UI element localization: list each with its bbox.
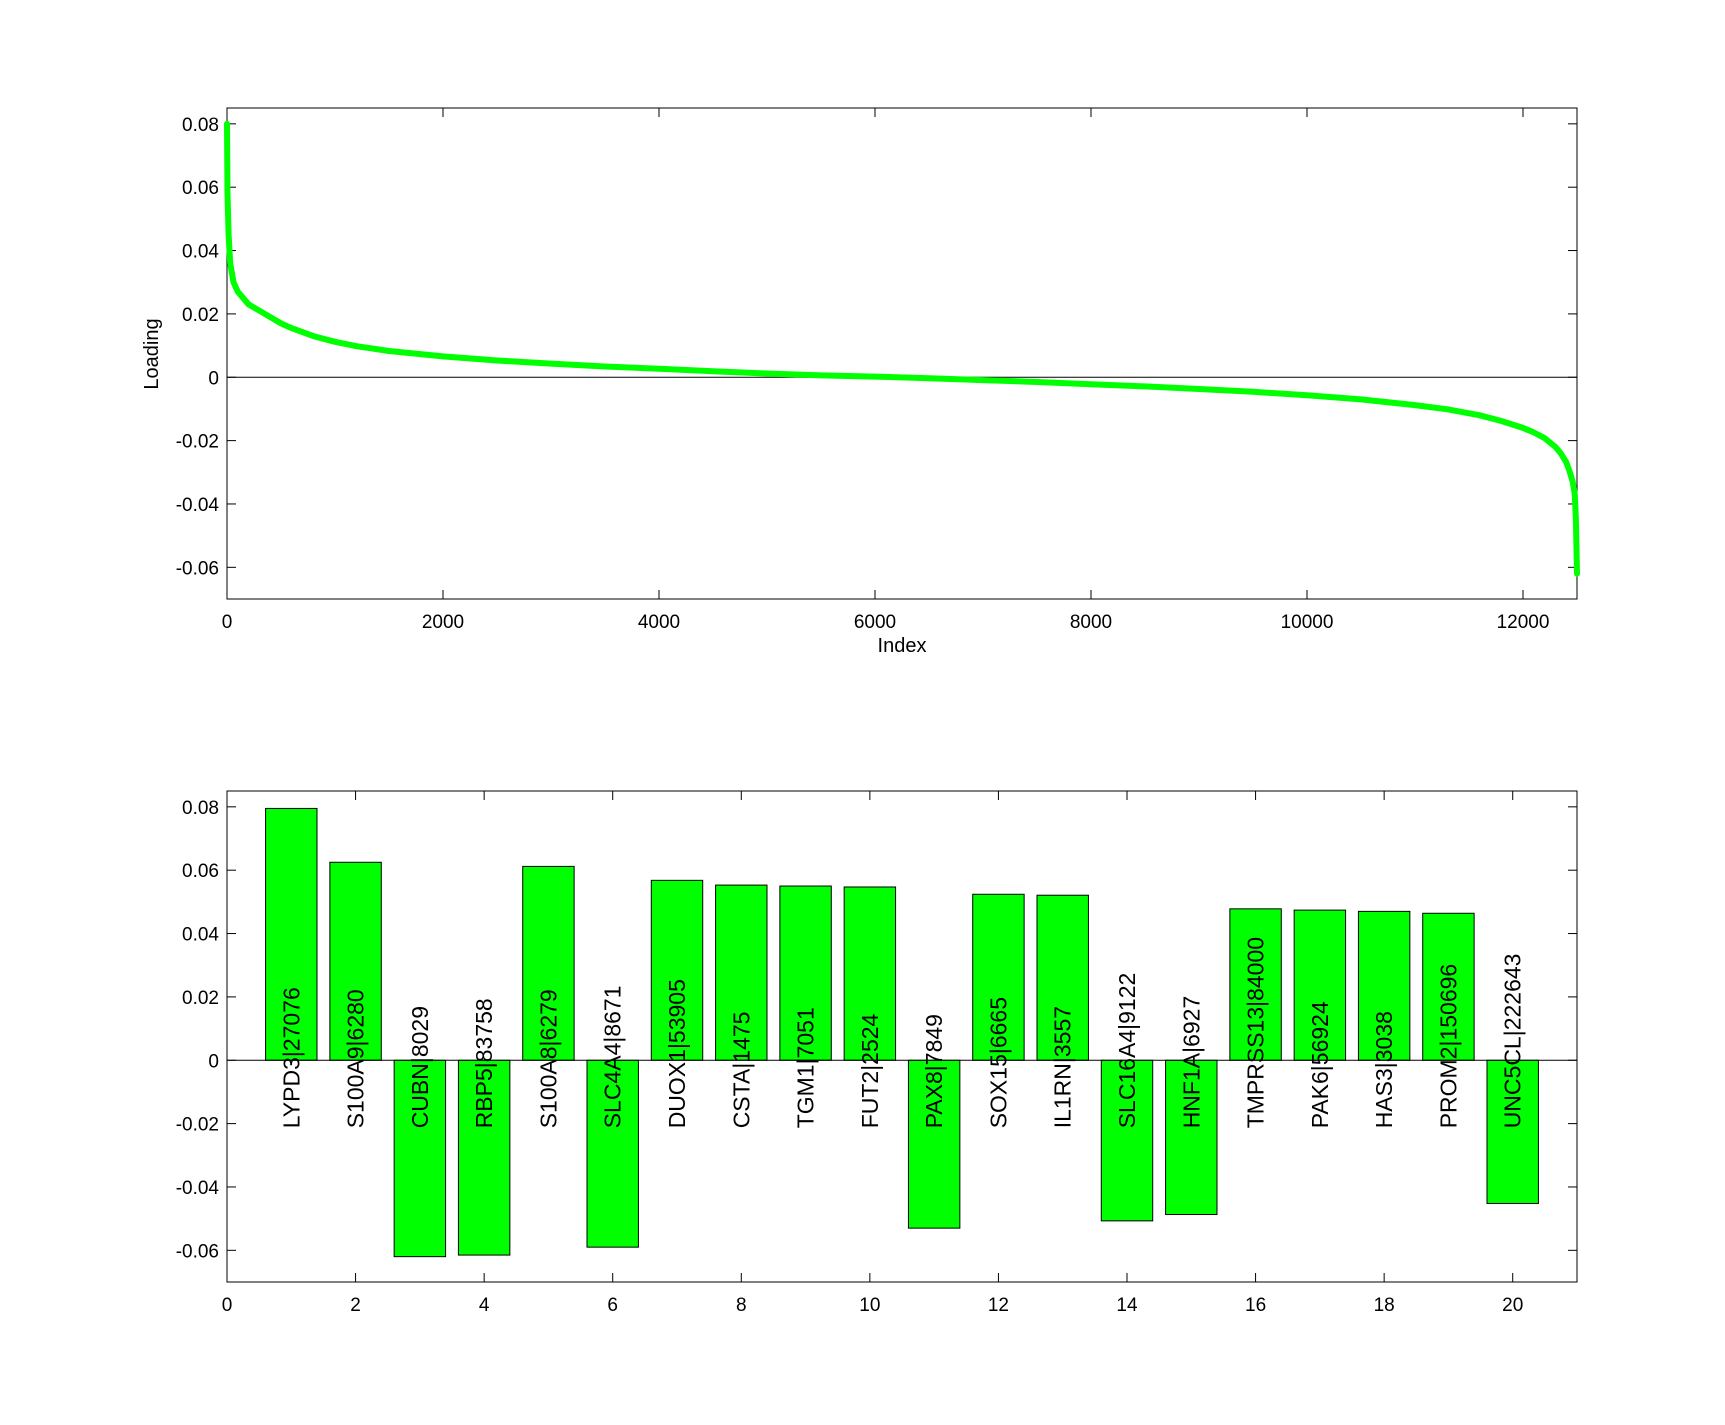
bar-label: DUOX1|53905	[664, 979, 690, 1128]
line-x-tick-label: 0	[222, 612, 233, 633]
bar-x-tick-label: 20	[1502, 1295, 1523, 1316]
bar-y-tick-label: 0.06	[182, 861, 219, 882]
bar-label: SOX15|6665	[985, 997, 1011, 1128]
bar-x-tick-label: 6	[607, 1295, 618, 1316]
bar-y-tick-label: 0.04	[182, 925, 219, 946]
bar	[779, 885, 832, 1061]
bar	[1357, 910, 1411, 1061]
bar-label: SLC4A4|8671	[600, 985, 626, 1128]
bar-x-tick-label: 14	[1116, 1295, 1138, 1316]
line-x-tick-label: 8000	[1070, 612, 1112, 633]
bar-label: FUT2|2524	[857, 1013, 883, 1128]
line-y-tick-label: 0.02	[182, 305, 219, 326]
loading-series-line	[224, 120, 1580, 577]
line-y-tick-label: -0.02	[176, 432, 219, 453]
bar-y-tick-label: -0.02	[176, 1115, 219, 1136]
bar-plot-frame	[226, 790, 1578, 1283]
line-y-tick-label: 0.04	[182, 242, 219, 263]
bar-label: TGM1|7051	[793, 1007, 819, 1128]
bar	[457, 1059, 511, 1256]
bar-label: S100A9|6280	[343, 989, 369, 1128]
loading-line-chart: 0 2000 4000 6000 8000 10000 12000 0.08 0.06 0.04 0…	[141, 107, 1580, 657]
bar	[843, 886, 897, 1061]
bar-series-group	[265, 807, 1539, 1258]
bar-y-tick-label: -0.06	[176, 1241, 219, 1262]
bar-label: IL1RN|3557	[1050, 1006, 1076, 1128]
bar-label: LYPD3|27076	[278, 987, 304, 1128]
bar	[1422, 912, 1475, 1061]
bar	[1486, 1059, 1539, 1204]
line-x-tick-label: 6000	[854, 612, 896, 633]
bar-label: RBP5|83758	[471, 998, 497, 1128]
line-y-tick-label: 0.08	[182, 115, 219, 136]
line-y-tick-label: 0	[208, 368, 219, 389]
bar-label: HAS3|3038	[1371, 1011, 1397, 1128]
bar-y-tick-label: 0	[208, 1051, 219, 1072]
line-x-axis-label: Index	[878, 635, 927, 657]
bar-x-tick-label: 8	[736, 1295, 747, 1316]
bar-x-tick-label: 18	[1374, 1295, 1395, 1316]
bar	[1293, 909, 1347, 1061]
bar	[1229, 908, 1282, 1061]
bar-y-tick-label: -0.04	[176, 1178, 220, 1199]
bar	[650, 879, 704, 1061]
bar-x-tick-label: 16	[1245, 1295, 1266, 1316]
bar-x-tick-label: 10	[859, 1295, 880, 1316]
line-y-tick-label: 0.06	[182, 178, 219, 199]
line-plot-frame	[226, 107, 1578, 600]
bar-label: PAK6|56924	[1307, 1001, 1333, 1128]
bar-label: TMPRSS13|84000	[1243, 937, 1269, 1128]
bar	[1036, 894, 1089, 1061]
bar-axis-ticks: 0 2 4 6 8 10 12 14 16 18 20 0.08 0.06 0.04 0.02 0 -0.02 -…	[176, 791, 1577, 1316]
bar-x-tick-label: 12	[988, 1295, 1009, 1316]
bar	[1100, 1059, 1154, 1222]
line-series-group	[224, 120, 1580, 577]
line-x-tick-label: 2000	[422, 612, 464, 633]
bar-y-tick-label: 0.08	[182, 798, 219, 819]
bar-gene-labels: LYPD3|27076 S100A9|6280 CUBN|8029 RBP5|8375…	[278, 937, 1525, 1128]
bar	[586, 1059, 639, 1248]
bar-y-tick-label: 0.02	[182, 988, 219, 1009]
bar-x-tick-label: 4	[479, 1295, 490, 1316]
bar-label: S100A8|6279	[535, 989, 561, 1128]
line-y-tick-label: -0.04	[176, 495, 220, 516]
bar-label: CSTA|1475	[728, 1012, 754, 1129]
bar	[715, 884, 768, 1061]
line-x-tick-label: 10000	[1281, 612, 1334, 633]
bar	[972, 893, 1025, 1061]
bar-label: HNF1A|6927	[1178, 996, 1204, 1129]
bar-label: PROM2|150696	[1435, 964, 1461, 1129]
bar-label: CUBN|8029	[407, 1006, 433, 1128]
line-y-tick-label: -0.06	[176, 558, 219, 579]
bar	[393, 1059, 447, 1258]
bar-label: UNC5CL|222643	[1500, 954, 1526, 1129]
bar	[1165, 1059, 1218, 1216]
bar-label: PAX8|7849	[921, 1014, 947, 1128]
line-y-axis-label: Loading	[141, 318, 163, 389]
line-x-tick-label: 4000	[638, 612, 680, 633]
line-axis-ticks: 0 2000 4000 6000 8000 10000 12000 0.08 0.06 0.04 0…	[176, 108, 1577, 633]
bar-x-tick-label: 2	[350, 1295, 361, 1316]
bar-x-tick-label: 0	[222, 1295, 233, 1316]
gene-loading-bar-chart: 0 2 4 6 8 10 12 14 16 18 20 0.08 0.06 0.04 0.02 0 -0.02 -…	[176, 790, 1578, 1316]
line-x-tick-label: 12000	[1497, 612, 1550, 633]
bar	[907, 1059, 961, 1229]
bar-label: SLC16A4|9122	[1114, 973, 1140, 1129]
